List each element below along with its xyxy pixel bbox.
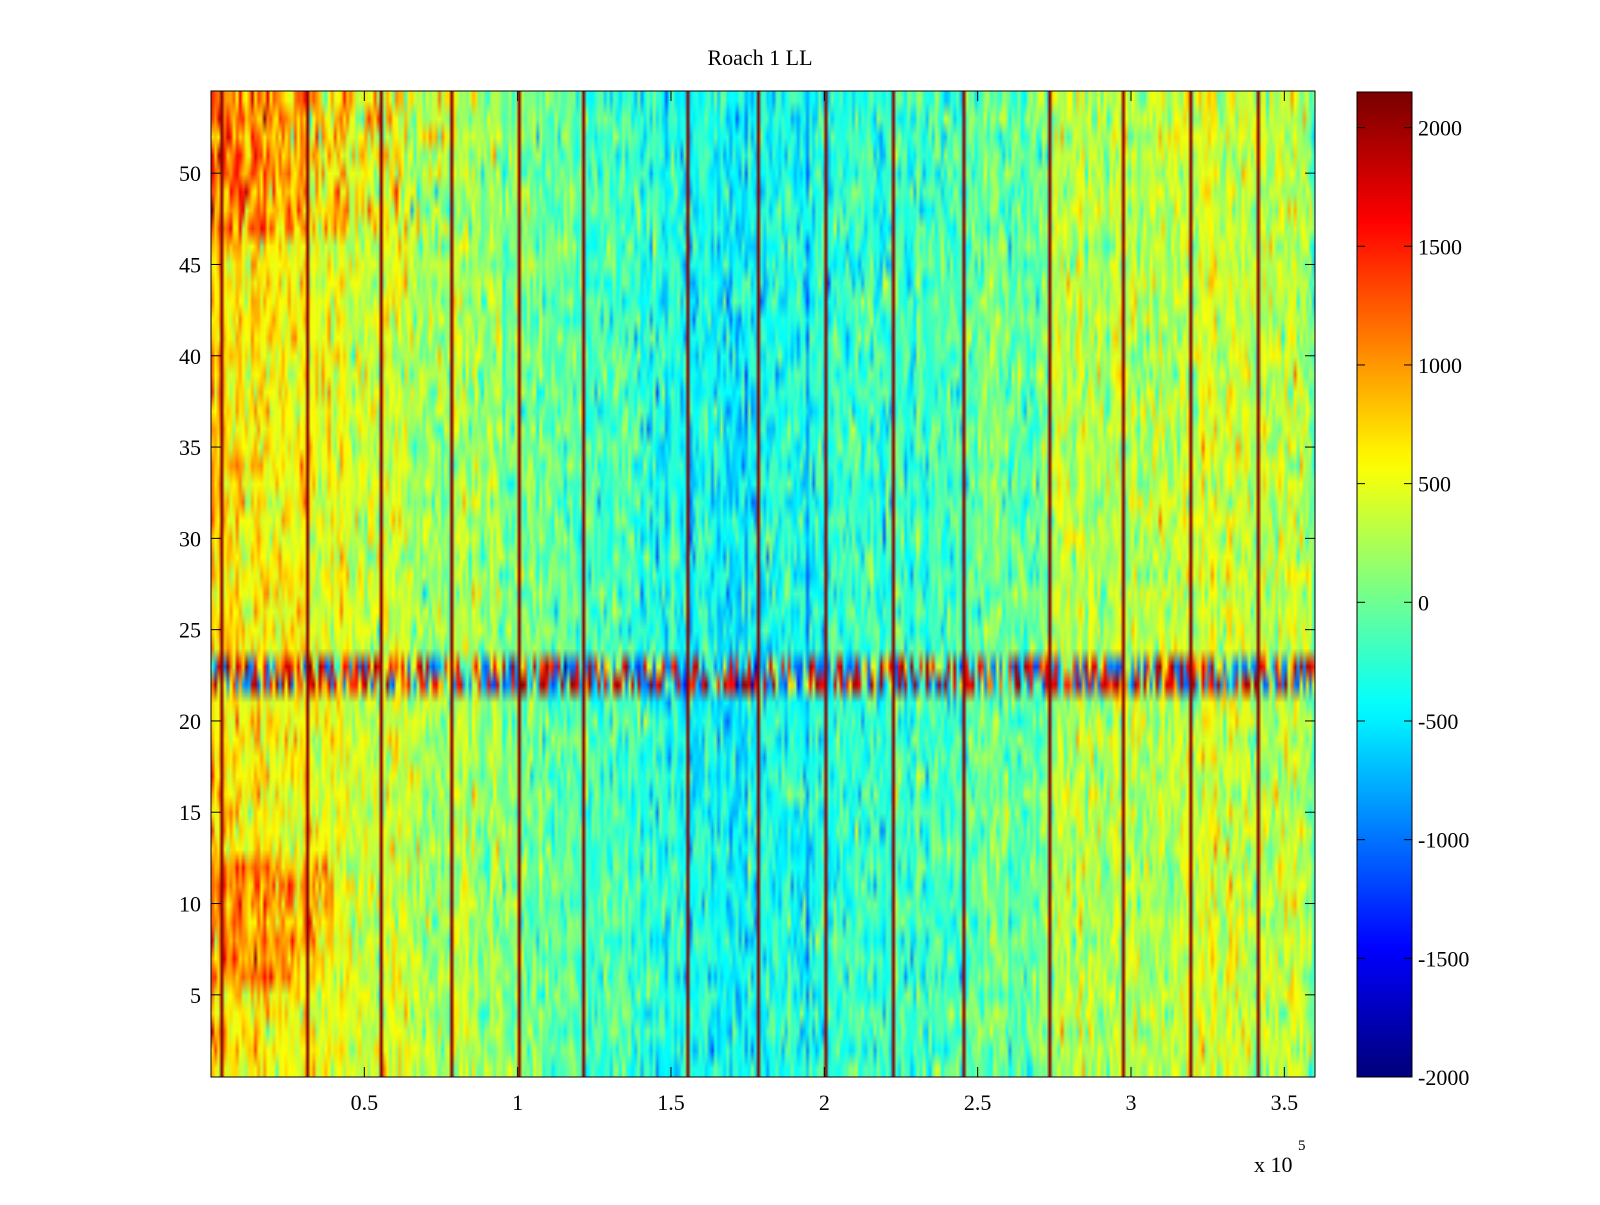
y-tick-label: 10 — [179, 892, 201, 917]
x-axis-multiplier-base: x 10 — [1254, 1152, 1293, 1177]
y-tick-label: 5 — [190, 983, 201, 1008]
x-tick-label: 1 — [512, 1090, 523, 1115]
colorbar-tick-label: -1000 — [1418, 828, 1469, 853]
x-tick-label: 2.5 — [964, 1090, 992, 1115]
y-tick-label: 15 — [179, 800, 201, 825]
y-tick-label: 30 — [179, 526, 201, 551]
y-tick-label: 40 — [179, 344, 201, 369]
colorbar-tick-label: -1500 — [1418, 946, 1469, 971]
x-tick-label: 3.5 — [1271, 1090, 1299, 1115]
colorbar-gradient — [1357, 92, 1412, 1077]
colorbar-tick-label: 1500 — [1418, 234, 1462, 259]
colorbar-tick-label: 1000 — [1418, 353, 1462, 378]
y-tick-label: 45 — [179, 252, 201, 277]
y-tick-label: 20 — [179, 709, 201, 734]
x-tick-label: 2 — [819, 1090, 830, 1115]
y-tick-label: 25 — [179, 618, 201, 643]
x-axis: 0.5 1 1.5 2 2.5 3 3.5 — [351, 91, 1299, 1115]
colorbar-tick-label: 0 — [1418, 590, 1429, 615]
x-axis-multiplier-power: 5 — [1298, 1138, 1306, 1154]
x-axis-multiplier: x 10 — [1254, 1152, 1293, 1177]
chart-title: Roach 1 LL — [707, 45, 812, 70]
y-tick-label: 50 — [179, 161, 201, 186]
y-axis: 5 10 15 20 25 30 35 40 45 50 — [179, 161, 1315, 1008]
colorbar-tick-label: 500 — [1418, 472, 1451, 497]
colorbar-ticks: 2000 1500 1000 500 0 -500 -1000 -1500 -2000 — [1357, 116, 1469, 1090]
colorbar: 2000 1500 1000 500 0 -500 -1000 -1500 -2000 — [1356, 91, 1469, 1090]
y-tick-label: 35 — [179, 435, 201, 460]
heatmap-area — [211, 91, 1315, 1077]
heatmap-image — [211, 91, 1315, 1077]
plot-frame — [210, 90, 1316, 1078]
colorbar-tick-label: -2000 — [1418, 1065, 1469, 1090]
colorbar-frame — [1356, 91, 1413, 1078]
x-tick-label: 1.5 — [657, 1090, 685, 1115]
x-tick-label: 3 — [1126, 1090, 1137, 1115]
x-tick-label: 0.5 — [351, 1090, 379, 1115]
colorbar-tick-label: -500 — [1418, 709, 1458, 734]
colorbar-tick-label: 2000 — [1418, 116, 1462, 141]
